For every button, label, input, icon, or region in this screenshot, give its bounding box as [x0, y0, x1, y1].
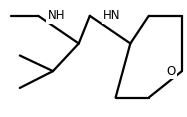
- Text: HN: HN: [103, 9, 121, 22]
- Text: O: O: [166, 65, 175, 78]
- Text: NH: NH: [48, 9, 65, 22]
